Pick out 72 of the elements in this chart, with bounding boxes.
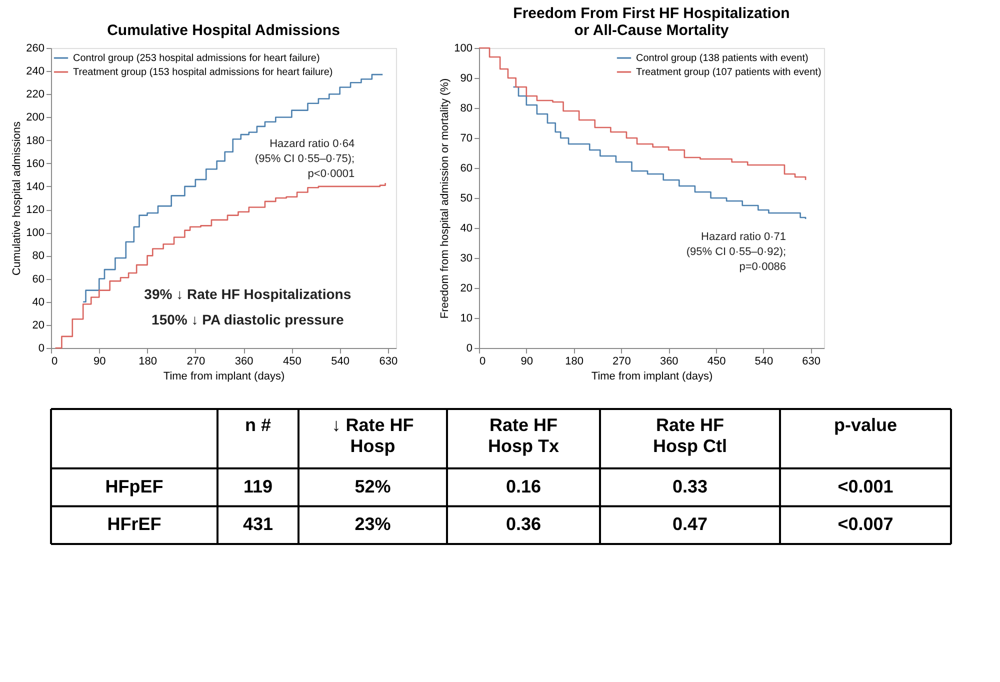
y-tick-label: 50 <box>460 192 472 204</box>
y-tick-label: 20 <box>460 282 472 294</box>
x-tick-label: 90 <box>94 356 106 368</box>
y-tick-label: 220 <box>26 88 44 101</box>
x-tick-label: 360 <box>660 356 678 368</box>
x-tick-label: 540 <box>331 356 350 368</box>
x-tick-label: 270 <box>186 356 206 368</box>
text: 23% <box>354 514 391 534</box>
text: p-value <box>834 415 898 436</box>
y-tick-label: 70 <box>460 132 472 144</box>
text: 0.36 <box>506 514 542 534</box>
y-tick-label: 20 <box>32 319 44 332</box>
annotation: 39% ↓ Rate HF Hospitalizations <box>144 286 352 302</box>
y-tick-label: 100 <box>26 227 44 240</box>
x-tick-label: 0 <box>52 356 58 368</box>
x-tick-label: 630 <box>802 356 821 368</box>
legend-label: Control group (253 hospital admissions for heart failure) <box>73 53 320 64</box>
x-tick-label: 540 <box>754 356 774 368</box>
y-tick-label: 40 <box>32 296 44 308</box>
text: <0.001 <box>838 476 894 496</box>
legend-label: Treatment group (153 hospital admissions for heart failure) <box>73 67 333 78</box>
y-tick-label: 80 <box>32 250 44 262</box>
text: 52% <box>354 476 391 496</box>
text: Rate HF Hosp Ctl <box>653 415 727 456</box>
y-tick-label: 160 <box>26 158 44 170</box>
legend-label: Treatment group (107 patients with event) <box>636 67 822 78</box>
x-tick-label: 360 <box>234 356 254 368</box>
x-axis-title: Time from implant (days) <box>591 370 713 382</box>
text: <0.007 <box>838 514 894 534</box>
text: ↓ Rate HF Hosp <box>332 415 414 456</box>
chart-title: Freedom From First HF Hospitalization or All-Cause Mortality <box>513 5 790 39</box>
text: Rate HF Hosp Tx <box>488 415 560 456</box>
legend-label: Control group (138 patients with event) <box>636 53 808 64</box>
y-tick-label: 80 <box>460 102 472 114</box>
x-tick-label: 270 <box>612 356 631 368</box>
y-tick-label: 140 <box>26 180 44 193</box>
y-tick-label: 100 <box>454 42 472 54</box>
chart-title: Cumulative Hospital Admissions <box>107 22 340 39</box>
x-tick-label: 0 <box>480 356 486 368</box>
text: 0.47 <box>672 514 708 534</box>
annotation: Hazard ratio 0·71 (95% CI 0·55–0·92); p=0·0086 <box>686 231 786 273</box>
y-tick-label: 90 <box>460 72 472 84</box>
y-tick-label: 40 <box>460 222 472 234</box>
y-tick-label: 240 <box>26 66 44 78</box>
x-tick-label: 450 <box>283 356 302 368</box>
text: 0.16 <box>506 476 542 496</box>
y-axis-title: Freedom from hospital admission or mortality (%) <box>439 78 452 319</box>
x-tick-label: 90 <box>520 356 534 368</box>
y-tick-label: 0 <box>38 342 44 354</box>
annotation: 150% ↓ PA diastolic pressure <box>152 312 344 328</box>
y-tick-label: 260 <box>26 42 44 54</box>
text: HFrEF <box>107 514 162 534</box>
annotation: Hazard ratio 0·64 (95% CI 0·55–0·75); p<0·0001 <box>254 138 355 180</box>
y-tick-label: 120 <box>26 204 44 216</box>
x-tick-label: 180 <box>138 356 157 368</box>
x-tick-label: 630 <box>379 356 398 368</box>
text: 0.33 <box>672 476 708 496</box>
x-tick-label: 450 <box>707 356 726 368</box>
text: HFpEF <box>105 476 164 496</box>
x-tick-label: 180 <box>565 356 584 368</box>
y-tick-label: 0 <box>466 342 472 354</box>
y-tick-label: 200 <box>26 112 44 124</box>
y-tick-label: 180 <box>26 134 44 147</box>
y-axis-title: Cumulative hospital admissions <box>11 120 24 276</box>
text: 431 <box>242 514 274 534</box>
y-tick-label: 30 <box>460 252 472 264</box>
text: n # <box>244 415 272 436</box>
x-axis-title: Time from implant (days) <box>163 370 285 382</box>
y-tick-label: 60 <box>32 273 44 286</box>
y-tick-label: 60 <box>460 162 472 174</box>
text: 119 <box>243 476 273 496</box>
y-tick-label: 10 <box>460 312 472 324</box>
